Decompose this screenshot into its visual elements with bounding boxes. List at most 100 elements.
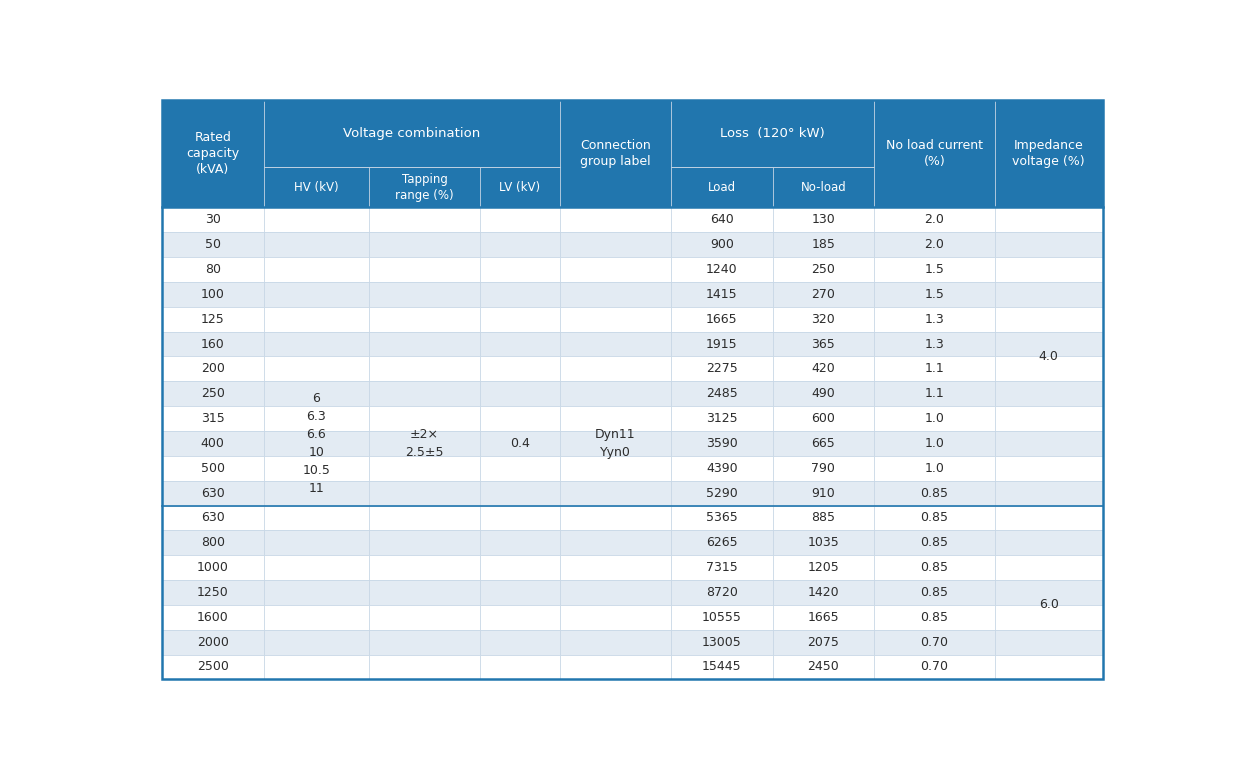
Bar (560, 630, 671, 655)
Bar (480, 655, 560, 679)
Bar (772, 381, 874, 406)
Bar (264, 257, 369, 282)
Bar (995, 257, 1103, 282)
Bar (560, 580, 671, 605)
Bar (162, 208, 264, 232)
Bar (772, 406, 874, 431)
Bar (560, 530, 671, 555)
Bar (369, 580, 480, 605)
Bar (560, 655, 671, 679)
Bar (369, 406, 480, 431)
Bar (671, 381, 772, 406)
Bar (995, 506, 1103, 530)
Text: Connection
group label: Connection group label (580, 140, 650, 168)
Bar (480, 257, 560, 282)
Bar (369, 257, 480, 282)
Bar (162, 232, 264, 257)
Bar (264, 555, 369, 580)
Text: 1600: 1600 (197, 611, 228, 624)
Text: 15445: 15445 (702, 661, 742, 673)
Bar (560, 455, 671, 481)
Bar (162, 655, 264, 679)
Bar (772, 506, 874, 530)
Bar (480, 555, 560, 580)
Bar (995, 332, 1103, 357)
Bar (162, 530, 264, 555)
Text: 13005: 13005 (702, 635, 742, 648)
Bar (480, 306, 560, 332)
Text: 1.0: 1.0 (924, 437, 944, 450)
Text: 3590: 3590 (706, 437, 738, 450)
Text: 420: 420 (812, 362, 835, 375)
Bar (874, 100, 995, 208)
Bar (671, 630, 772, 655)
Text: 1205: 1205 (807, 561, 839, 574)
Bar (671, 208, 772, 232)
Bar (671, 306, 772, 332)
Bar (480, 357, 560, 381)
Text: 1.0: 1.0 (924, 412, 944, 425)
Bar (995, 208, 1103, 232)
Bar (874, 282, 995, 306)
Bar (264, 100, 560, 167)
Bar (772, 282, 874, 306)
Text: 315: 315 (201, 412, 225, 425)
Bar (162, 605, 264, 630)
Bar (480, 282, 560, 306)
Bar (874, 357, 995, 381)
Bar (480, 530, 560, 555)
Bar (671, 555, 772, 580)
Bar (560, 481, 671, 506)
Bar (560, 605, 671, 630)
Bar (671, 100, 874, 167)
Text: 4.0: 4.0 (1039, 350, 1059, 363)
Bar (995, 100, 1103, 208)
Bar (369, 306, 480, 332)
Bar (480, 167, 560, 208)
Bar (874, 481, 995, 506)
Bar (369, 208, 480, 232)
Bar (560, 306, 671, 332)
Bar (995, 530, 1103, 555)
Bar (369, 605, 480, 630)
Bar (671, 282, 772, 306)
Text: 7315: 7315 (706, 561, 738, 574)
Bar (264, 655, 369, 679)
Bar (995, 306, 1103, 332)
Text: 1250: 1250 (197, 586, 228, 599)
Text: Dyn11
Yyn0: Dyn11 Yyn0 (595, 428, 636, 459)
Bar (369, 167, 480, 208)
Text: 1915: 1915 (706, 337, 738, 350)
Bar (369, 381, 480, 406)
Text: 0.70: 0.70 (921, 661, 949, 673)
Text: 0.85: 0.85 (921, 586, 949, 599)
Bar (162, 481, 264, 506)
Text: No load current
(%): No load current (%) (886, 140, 983, 168)
Text: 365: 365 (812, 337, 835, 350)
Bar (874, 455, 995, 481)
Bar (671, 530, 772, 555)
Bar (560, 357, 671, 381)
Bar (671, 167, 772, 208)
Bar (480, 232, 560, 257)
Bar (560, 232, 671, 257)
Text: 1665: 1665 (807, 611, 839, 624)
Text: 1.5: 1.5 (924, 288, 944, 301)
Bar (995, 605, 1103, 630)
Bar (874, 406, 995, 431)
Text: 630: 630 (201, 486, 225, 499)
Bar (162, 580, 264, 605)
Bar (264, 381, 369, 406)
Bar (995, 431, 1103, 455)
Bar (264, 481, 369, 506)
Bar (162, 357, 264, 381)
Bar (264, 530, 369, 555)
Bar (480, 208, 560, 232)
Bar (369, 357, 480, 381)
Bar (874, 580, 995, 605)
Text: 1415: 1415 (706, 288, 738, 301)
Text: 900: 900 (710, 239, 734, 251)
Text: 6265: 6265 (706, 537, 738, 549)
Text: 10555: 10555 (702, 611, 742, 624)
Text: 80: 80 (205, 263, 221, 276)
